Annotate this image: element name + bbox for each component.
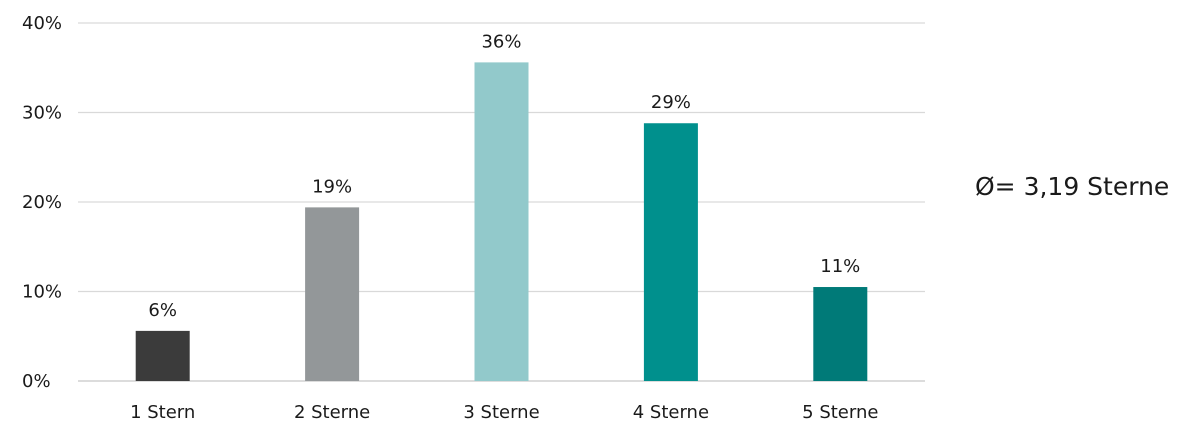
data-labels: 6% 19% 36% 29% 11% — [148, 31, 860, 321]
bar — [474, 62, 529, 381]
y-tick-label: 10% — [22, 282, 62, 303]
y-tick-label: 40% — [22, 13, 62, 34]
y-tick-label: 30% — [22, 103, 62, 124]
average-rating-annotation: Ø= 3,19 Sterne — [975, 172, 1170, 201]
category-label: 2 Sterne — [294, 402, 370, 421]
category-label: 4 Sterne — [633, 402, 709, 421]
y-axis-tick-labels: 0% 10% 20% 30% 40% — [22, 13, 62, 392]
data-label: 29% — [651, 92, 691, 113]
category-label: 5 Sterne — [802, 402, 878, 421]
data-label: 19% — [312, 176, 352, 197]
category-label: 1 Stern — [130, 402, 195, 421]
bar — [643, 123, 698, 382]
bar — [813, 287, 868, 381]
x-axis-category-labels: 1 Stern 2 Sterne 3 Sterne 4 Sterne 5 Sterne — [130, 402, 878, 421]
bar — [305, 207, 360, 381]
bar — [135, 330, 190, 381]
data-label: 6% — [148, 300, 177, 321]
data-label: 36% — [481, 31, 521, 52]
bars — [135, 62, 868, 382]
data-label: 11% — [820, 256, 860, 277]
y-tick-label: 0% — [22, 371, 51, 392]
y-tick-label: 20% — [22, 192, 62, 213]
category-label: 3 Sterne — [463, 402, 539, 421]
